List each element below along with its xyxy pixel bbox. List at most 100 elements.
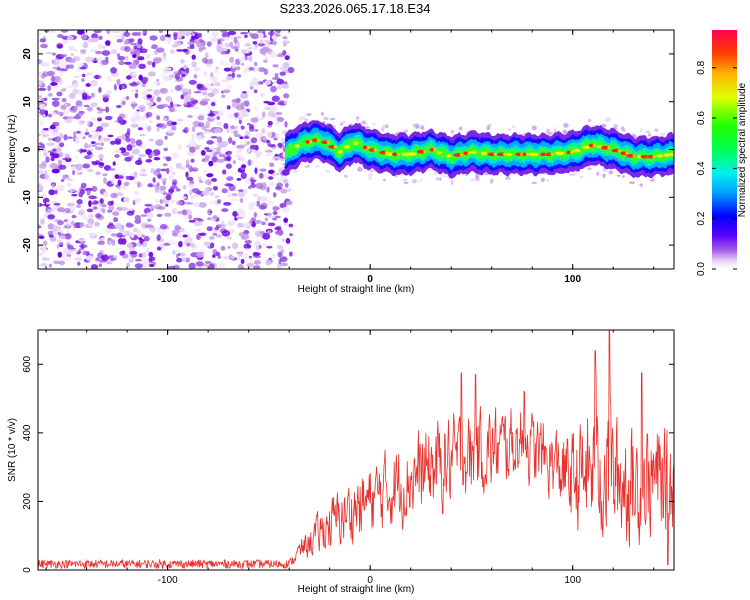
signal-band-layer-4 <box>285 134 674 164</box>
noise-speckle <box>289 251 293 257</box>
noise-speckle <box>58 241 64 246</box>
noise-speckle <box>77 239 86 242</box>
noise-speckle <box>127 208 135 212</box>
noise-speckle <box>217 113 221 117</box>
noise-speckle <box>125 262 131 268</box>
noise-speckle <box>181 258 186 262</box>
noise-speckle <box>38 71 43 77</box>
noise-speckle <box>261 127 266 134</box>
noise-speckle <box>186 144 191 149</box>
noise-speckle <box>268 181 276 187</box>
noise-speckle <box>253 61 258 67</box>
signal-core <box>463 151 469 155</box>
signal-halo-speckle <box>293 170 298 174</box>
signal-halo-speckle <box>343 174 348 178</box>
noise-speckle <box>138 153 147 158</box>
noise-speckle <box>57 207 66 213</box>
noise-speckle <box>226 236 233 240</box>
signal-halo-speckle <box>622 175 625 178</box>
signal-halo-speckle <box>369 170 375 172</box>
noise-speckle <box>267 201 274 205</box>
noise-speckle <box>138 74 143 81</box>
noise-speckle <box>210 242 215 249</box>
noise-speckle <box>42 134 50 137</box>
noise-speckle <box>117 56 126 61</box>
noise-speckle <box>107 75 112 82</box>
noise-speckle <box>226 127 230 134</box>
noise-speckle <box>169 87 175 94</box>
noise-speckle <box>180 88 189 93</box>
noise-speckle <box>164 135 168 140</box>
signal-halo-speckle <box>504 176 511 180</box>
noise-speckle <box>97 240 105 245</box>
noise-speckle <box>205 120 211 126</box>
noise-speckle <box>209 218 216 221</box>
noise-speckle <box>245 263 255 268</box>
noise-speckle <box>203 94 209 98</box>
noise-speckle <box>130 123 139 128</box>
noise-speckle <box>211 31 219 37</box>
noise-speckle <box>83 217 87 220</box>
noise-speckle <box>38 113 42 118</box>
noise-speckle <box>170 49 175 54</box>
noise-speckle <box>248 55 253 62</box>
noise-speckle <box>60 104 67 110</box>
noise-speckle <box>137 38 143 45</box>
noise-speckle <box>196 83 203 89</box>
noise-speckle <box>87 144 91 149</box>
noise-speckle <box>226 176 234 182</box>
noise-speckle <box>95 50 102 55</box>
noise-speckle <box>231 193 238 197</box>
noise-speckle <box>79 148 83 154</box>
noise-speckle <box>54 136 61 143</box>
noise-speckle <box>92 206 98 210</box>
noise-speckle <box>191 123 195 127</box>
signal-halo-speckle <box>368 175 373 181</box>
noise-speckle <box>91 117 97 121</box>
noise-speckle <box>204 130 210 135</box>
noise-speckle <box>89 148 94 152</box>
noise-speckle <box>187 41 195 45</box>
noise-speckle <box>71 220 75 226</box>
noise-speckle <box>148 120 154 123</box>
noise-speckle <box>252 252 261 257</box>
noise-speckle <box>107 200 114 206</box>
signal-core <box>656 154 664 158</box>
noise-speckle <box>140 96 148 99</box>
noise-speckle <box>197 219 204 222</box>
noise-speckle <box>124 61 132 65</box>
noise-speckle <box>274 230 281 235</box>
noise-speckle <box>210 136 218 139</box>
noise-speckle <box>277 251 283 258</box>
noise-speckle <box>238 190 246 198</box>
noise-speckle <box>191 54 196 60</box>
noise-speckle <box>214 81 221 87</box>
noise-speckle <box>242 143 248 147</box>
noise-speckle <box>39 109 48 116</box>
noise-speckle <box>271 253 276 259</box>
noise-speckle <box>94 221 100 227</box>
noise-speckle <box>169 105 175 113</box>
noise-speckle <box>272 192 277 198</box>
noise-speckle <box>165 194 172 201</box>
noise-speckle <box>250 117 259 123</box>
signal-halo-speckle <box>442 175 449 178</box>
y-tick-label: 10 <box>22 96 33 108</box>
noise-speckle <box>220 245 226 251</box>
noise-speckle <box>218 153 226 158</box>
noise-speckle <box>141 259 150 263</box>
noise-speckle <box>38 95 43 100</box>
noise-speckle <box>139 48 148 54</box>
noise-speckle <box>225 83 233 90</box>
noise-speckle <box>203 71 207 77</box>
noise-speckle <box>47 137 53 141</box>
signal-halo-speckle <box>365 126 370 129</box>
y-tick-label: -10 <box>22 190 33 205</box>
noise-speckle <box>56 147 62 153</box>
signal-halo-speckle <box>301 116 305 120</box>
noise-speckle <box>78 192 84 198</box>
noise-speckle <box>48 189 56 196</box>
noise-speckle <box>267 222 276 227</box>
noise-speckle <box>133 190 140 195</box>
noise-speckle <box>188 79 197 85</box>
